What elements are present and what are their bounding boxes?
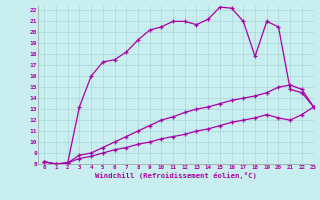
X-axis label: Windchill (Refroidissement éolien,°C): Windchill (Refroidissement éolien,°C): [95, 172, 257, 179]
